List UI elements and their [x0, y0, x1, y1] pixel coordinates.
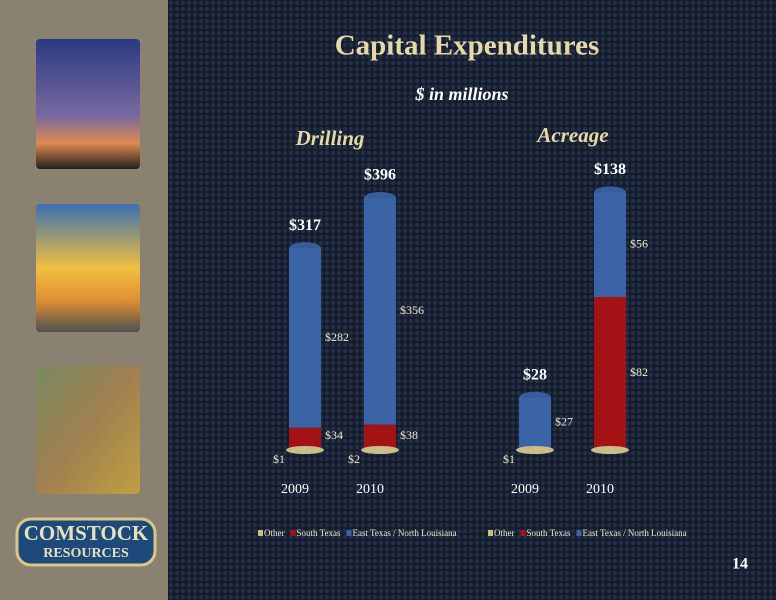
total-label: $28 [523, 366, 547, 383]
legend-label: South Texas [297, 528, 341, 538]
value-label: $82 [630, 365, 648, 379]
photo-rig-dusk [36, 39, 140, 169]
photo-pipeline [36, 366, 140, 494]
legend-swatch [290, 530, 296, 536]
bar-cap [519, 391, 551, 404]
photo-wellhead [36, 204, 140, 332]
legend-label: Other [494, 528, 515, 538]
bar-cap [289, 242, 321, 255]
bar-segment [594, 296, 626, 450]
background [168, 0, 776, 600]
legend-label: South Texas [527, 528, 571, 538]
logo [15, 517, 157, 567]
value-label: $1 [503, 452, 515, 466]
bar-base [286, 446, 324, 454]
legend-label: East Texas / North Louisiana [352, 528, 456, 538]
chart-title: Acreage [535, 123, 608, 147]
legend-label: Other [264, 528, 285, 538]
bar-segment [289, 427, 321, 450]
value-label: $2 [348, 452, 360, 466]
bar-segment [289, 248, 321, 428]
legend-swatch [488, 530, 493, 536]
legend-label: East Texas / North Louisiana [582, 528, 686, 538]
bar-segment [594, 192, 626, 297]
slide-subtitle: $ in millions [414, 84, 508, 104]
value-label: $34 [325, 428, 343, 442]
legend-swatch [258, 530, 263, 536]
total-label: $138 [594, 161, 626, 178]
x-tick-label: 2009 [281, 482, 309, 497]
value-label: $38 [400, 428, 418, 442]
value-label: $1 [273, 452, 285, 466]
value-label: $356 [400, 303, 424, 317]
bar-cap [594, 186, 626, 199]
legend-swatch [576, 530, 582, 536]
bar-segment [364, 424, 396, 449]
x-tick-label: 2010 [586, 482, 614, 497]
slide-title: Capital Expenditures [335, 30, 600, 62]
bar-segment [519, 397, 551, 449]
logo-text: RESOURCES [43, 546, 129, 561]
bar-base [361, 446, 399, 454]
value-label: $56 [630, 236, 648, 250]
total-label: $396 [364, 167, 396, 184]
value-label: $27 [555, 415, 573, 429]
x-tick-label: 2009 [511, 482, 539, 497]
bar-base [516, 446, 554, 454]
chart-title: Drilling [295, 126, 365, 150]
bar-segment [364, 198, 396, 425]
logo-text: COMSTOCK [24, 521, 149, 545]
legend-swatch [520, 530, 526, 536]
x-tick-label: 2010 [356, 482, 384, 497]
total-label: $317 [289, 217, 321, 234]
legend-swatch [346, 530, 352, 536]
page-number: 14 [732, 556, 748, 573]
value-label: $282 [325, 330, 349, 344]
bar-cap [364, 192, 396, 204]
bar-base [591, 446, 629, 454]
